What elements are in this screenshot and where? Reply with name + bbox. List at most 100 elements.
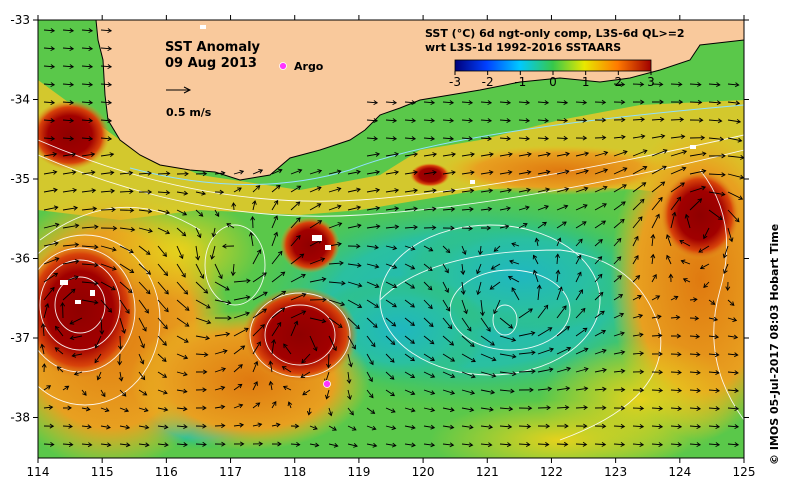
current-vector bbox=[651, 181, 665, 193]
current-vector bbox=[537, 137, 549, 140]
current-vector-head bbox=[507, 275, 513, 281]
current-vector bbox=[157, 281, 169, 295]
current-vector bbox=[157, 191, 170, 194]
current-vector-head bbox=[69, 28, 75, 34]
map-title: SST Anomaly bbox=[165, 40, 261, 55]
current-vector-head bbox=[449, 100, 455, 106]
current-vector-head bbox=[328, 411, 333, 417]
current-vector-head bbox=[430, 390, 436, 395]
current-vector-head bbox=[603, 168, 609, 173]
current-vector-head bbox=[660, 133, 666, 139]
current-vector bbox=[366, 225, 380, 229]
current-vector bbox=[575, 387, 588, 391]
current-vector-head bbox=[332, 346, 337, 352]
current-vector bbox=[55, 326, 64, 337]
current-vector bbox=[556, 270, 559, 283]
current-vector-head bbox=[509, 259, 514, 265]
current-vector bbox=[689, 371, 701, 374]
current-vector bbox=[613, 238, 622, 247]
current-vector-head bbox=[719, 136, 725, 142]
current-vector bbox=[537, 368, 553, 373]
current-vector bbox=[233, 364, 243, 373]
current-vector bbox=[328, 243, 342, 247]
current-vector-head bbox=[601, 441, 607, 447]
current-vector-head bbox=[183, 190, 189, 196]
current-vector-head bbox=[634, 235, 639, 241]
current-vector-head bbox=[736, 118, 742, 124]
current-vector-head bbox=[715, 424, 721, 430]
current-vector-head bbox=[487, 206, 493, 212]
current-vector-head bbox=[490, 265, 496, 270]
current-vector-head bbox=[508, 152, 513, 157]
current-vector bbox=[461, 263, 464, 275]
current-vector bbox=[42, 323, 45, 337]
current-vector bbox=[575, 204, 588, 211]
current-vector-head bbox=[532, 269, 538, 275]
current-vector-head bbox=[238, 364, 243, 369]
current-vector bbox=[252, 381, 258, 391]
current-vector bbox=[100, 407, 109, 412]
current-vector-head bbox=[469, 424, 474, 430]
current-vector bbox=[138, 353, 144, 364]
current-vector-head bbox=[129, 248, 134, 254]
current-vector-head bbox=[162, 341, 167, 346]
current-vector bbox=[119, 263, 134, 273]
current-vector-head bbox=[532, 254, 538, 260]
current-vector bbox=[575, 170, 589, 175]
current-vector bbox=[328, 170, 341, 175]
current-vector bbox=[442, 119, 454, 122]
current-vector bbox=[689, 152, 706, 157]
current-vector-head bbox=[130, 227, 136, 232]
current-vector-head bbox=[239, 441, 245, 447]
current-vector-head bbox=[431, 225, 437, 231]
current-vector-head bbox=[181, 231, 187, 237]
current-vector-head bbox=[107, 118, 113, 124]
current-vector-head bbox=[698, 117, 704, 123]
current-vector bbox=[442, 353, 455, 362]
current-vector bbox=[62, 243, 79, 247]
current-vector bbox=[613, 219, 625, 229]
current-vector-head bbox=[410, 356, 415, 362]
current-vector bbox=[233, 345, 245, 355]
current-vector bbox=[708, 353, 719, 356]
current-vector-head bbox=[121, 392, 127, 397]
current-vector-head bbox=[313, 425, 318, 430]
current-vector bbox=[480, 443, 492, 446]
current-vector bbox=[43, 272, 58, 283]
current-vector-head bbox=[320, 257, 326, 262]
current-vector bbox=[100, 29, 112, 32]
current-vector bbox=[480, 407, 494, 411]
current-vector-head bbox=[347, 395, 352, 401]
current-vector bbox=[632, 443, 644, 446]
current-vector bbox=[518, 137, 530, 140]
current-vector-head bbox=[348, 362, 353, 368]
current-vector-head bbox=[144, 424, 150, 430]
current-vector-head bbox=[430, 373, 436, 378]
current-vector-head bbox=[94, 224, 99, 230]
current-vector bbox=[300, 371, 311, 378]
current-vector bbox=[81, 171, 95, 175]
current-vector bbox=[666, 234, 672, 247]
current-vector bbox=[651, 165, 667, 175]
colorbar-title-line2: wrt L3S-1d 1992-2016 SSTAARS bbox=[425, 41, 621, 54]
current-vector-head bbox=[183, 290, 189, 295]
current-vector bbox=[232, 263, 235, 276]
current-vector bbox=[651, 197, 663, 211]
current-vector-head bbox=[738, 195, 744, 200]
current-vector bbox=[499, 443, 511, 446]
current-vector bbox=[537, 327, 552, 337]
current-vector bbox=[670, 316, 680, 319]
current-vector bbox=[43, 287, 55, 301]
current-vector bbox=[328, 425, 337, 431]
current-vector-head bbox=[638, 332, 644, 338]
current-vector-head bbox=[695, 352, 701, 357]
current-vector-head bbox=[69, 46, 75, 52]
current-vector-head bbox=[486, 327, 491, 332]
current-vector-head bbox=[681, 166, 687, 172]
current-vector-head bbox=[639, 442, 645, 447]
current-vector bbox=[499, 207, 511, 211]
current-vector-head bbox=[564, 169, 570, 175]
current-vector-head bbox=[55, 325, 60, 331]
current-vector-head bbox=[94, 244, 99, 250]
current-vector-head bbox=[657, 314, 662, 320]
